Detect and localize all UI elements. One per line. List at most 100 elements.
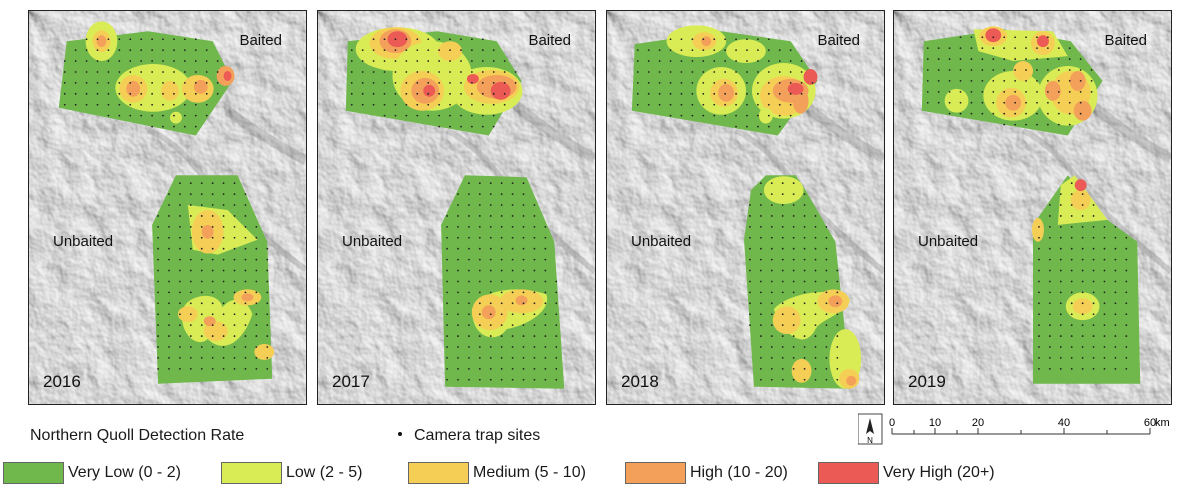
camera-trap-site [800, 60, 803, 62]
camera-trap-site [489, 247, 492, 250]
camera-trap-site [383, 82, 386, 84]
camera-trap-site [735, 125, 737, 128]
camera-trap-site [759, 247, 762, 250]
camera-trap-site [233, 236, 236, 239]
camera-trap-site [173, 125, 175, 128]
camera-trap-site [500, 215, 503, 217]
camera-trap-site [992, 90, 995, 93]
camera-trap-site [1070, 193, 1073, 195]
camera-trap-site [74, 103, 77, 106]
camera-trap-site [205, 60, 208, 62]
camera-trap-site [1070, 258, 1073, 261]
camera-trap-site [1036, 112, 1038, 115]
camera-trap-site [350, 103, 353, 106]
legend-label: Very High (20+) [883, 464, 995, 481]
camera-trap-site [157, 225, 159, 228]
camera-trap-site [157, 357, 159, 359]
camera-trap-site [179, 269, 181, 272]
camera-trap-site [825, 280, 828, 283]
camera-trap-site [691, 38, 694, 41]
camera-trap-site [555, 280, 558, 283]
camera-trap-site [970, 47, 973, 50]
camera-trap-site [511, 236, 514, 239]
camera-trap-site [233, 215, 236, 217]
camera-trap-site [778, 82, 781, 84]
camera-trap-site [792, 324, 795, 327]
camera-trap-site [449, 92, 451, 95]
camera-trap-site [255, 346, 258, 348]
camera-trap-site [691, 49, 694, 52]
camera-trap-site [200, 193, 203, 195]
camera-trap-site [179, 324, 181, 327]
camera-trap-site [394, 92, 397, 95]
camera-trap-site [457, 258, 459, 261]
camera-trap-site [200, 324, 203, 327]
camera-trap-site [1081, 291, 1084, 294]
camera-trap-site [179, 302, 181, 305]
camera-trap-site [255, 302, 258, 305]
camera-trap-site [778, 92, 781, 95]
camera-trap-site [1103, 247, 1106, 250]
camera-trap-site [814, 324, 817, 327]
camera-trap-site [981, 112, 984, 115]
camera-trap-site [1103, 280, 1106, 283]
camera-trap-site [1092, 335, 1095, 337]
camera-trap-site [770, 302, 773, 305]
camera-trap-site [803, 193, 806, 195]
camera-trap-site [759, 313, 762, 316]
camera-trap-site [205, 71, 208, 73]
camera-trap-site [457, 357, 459, 359]
camera-trap-site [244, 324, 247, 327]
camera-trap-site [1046, 47, 1049, 50]
legend-item-very-low: Very Low (0 - 2) [3, 462, 181, 484]
camera-trap-site [1038, 236, 1040, 239]
camera-trap-site [724, 60, 727, 62]
camera-trap-site [959, 80, 962, 82]
camera-trap-site [468, 346, 470, 348]
camera-trap-site [1059, 367, 1062, 370]
north-label: N [867, 436, 873, 445]
camera-trap-site [489, 335, 492, 337]
camera-trap-site [1090, 90, 1093, 93]
camera-trap-site [533, 302, 536, 305]
camera-trap-site [478, 236, 481, 239]
camera-trap-site [222, 367, 225, 370]
camera-trap-site [470, 38, 473, 41]
camera-trap-site [781, 247, 784, 250]
camera-trap-site [255, 247, 258, 250]
camera-trap-site [511, 302, 514, 305]
camera-trap-site [691, 114, 694, 117]
camera-trap-site [189, 280, 192, 283]
camera-trap-site [781, 225, 784, 228]
camera-trap-site [1048, 302, 1051, 305]
camera-trap-site [803, 313, 806, 316]
camera-trap-site [457, 291, 459, 294]
camera-trap-site [1070, 236, 1073, 239]
camera-trap-site [803, 225, 806, 228]
camera-trap-site [735, 92, 737, 95]
camera-trap-site [173, 71, 175, 73]
scale-unit: km [1155, 417, 1170, 429]
camera-trap-site [767, 125, 770, 128]
camera-trap-site [194, 125, 197, 128]
camera-trap-site [151, 114, 154, 117]
camera-trap-site [222, 225, 225, 228]
camera-trap-site [438, 71, 441, 73]
camera-trap-site [222, 291, 225, 294]
camera-trap-site [216, 60, 219, 62]
camera-trap-site [233, 313, 236, 316]
camera-trap-site [460, 82, 462, 84]
camera-trap-site [266, 313, 269, 316]
camera-trap-site [200, 258, 203, 261]
camera-trap-site [814, 357, 817, 359]
camera-trap-site [767, 38, 770, 41]
camera-trap-site [792, 182, 795, 185]
camera-trap-site [157, 269, 159, 272]
camera-trap-site [544, 357, 547, 359]
camera-trap-site [205, 114, 208, 117]
camera-trap-site [1059, 193, 1062, 195]
camera-trap-site [533, 367, 536, 370]
camera-trap-site [350, 49, 353, 52]
camera-trap-site [825, 225, 828, 228]
camera-trap-site [118, 92, 121, 95]
